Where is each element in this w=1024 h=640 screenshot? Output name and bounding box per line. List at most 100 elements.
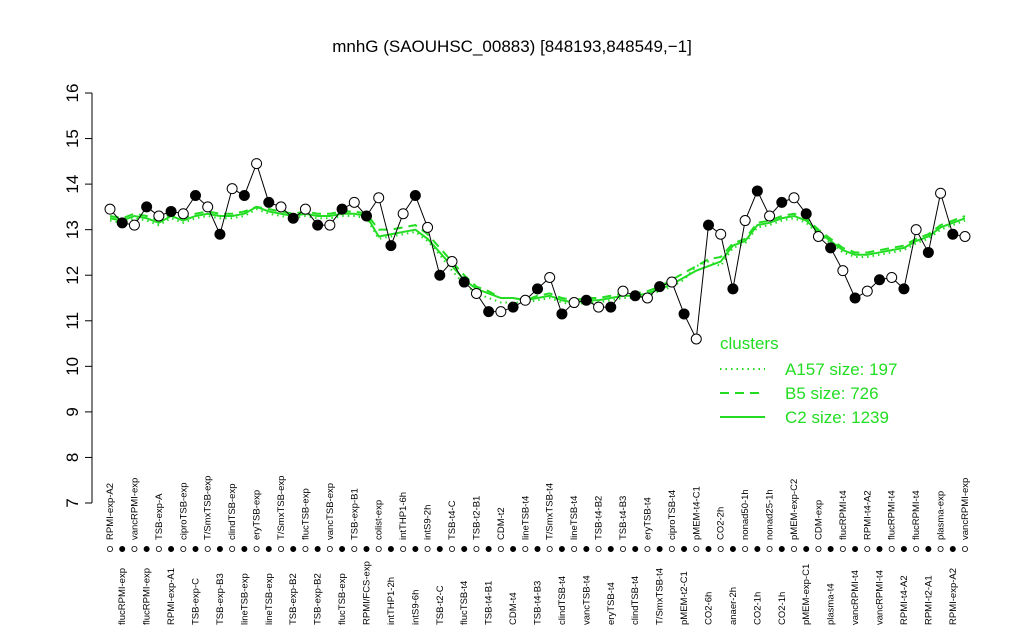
condition-dot (302, 546, 309, 553)
condition-label: RPMI-t4-A2 (899, 575, 910, 625)
y-tick-label: 14 (63, 175, 82, 194)
data-point (202, 201, 214, 213)
condition-dot (839, 546, 846, 553)
chart-title: mnhG (SAOUHSC_00883) [848193,848549,−1] (332, 37, 692, 56)
condition-label: CDM-t2 (496, 507, 507, 540)
condition-dot (962, 546, 969, 553)
y-tick-label: 15 (63, 129, 82, 148)
data-point (800, 208, 812, 220)
condition-label: flucRPMI-exp (142, 568, 153, 625)
condition-label: lineTSB-t4 (569, 496, 580, 540)
data-point (226, 183, 238, 195)
condition-dot (448, 546, 455, 553)
condition-label: TSB-exp-B2 (288, 573, 299, 625)
condition-dot (424, 546, 431, 553)
condition-dot (485, 546, 492, 553)
condition-dot (632, 546, 639, 553)
condition-dot (766, 546, 773, 553)
y-tick-label: 12 (63, 266, 82, 285)
condition-label: clindTSB-t4 (630, 576, 641, 625)
condition-dot (192, 546, 199, 553)
condition-label: vancRPMI-t4 (850, 570, 861, 625)
data-point (580, 294, 592, 306)
data-point (238, 190, 250, 201)
condition-dot (522, 546, 529, 553)
condition-dot (595, 546, 602, 553)
condition-label: CO2-6h (704, 592, 715, 625)
condition-label: flucRPMI-t4 (838, 490, 849, 540)
condition-label: TSB-t2-B1 (471, 496, 482, 540)
data-point (153, 210, 165, 222)
condition-label: flucRPMI-t4 (887, 490, 898, 540)
condition-dot (143, 546, 150, 553)
condition-label: flucTSB-exp (337, 573, 348, 625)
condition-dot (375, 546, 382, 553)
condition-label: clindTSB-t4 (557, 576, 568, 625)
y-tick-label: 13 (63, 220, 82, 239)
data-point (287, 212, 299, 224)
data-point (727, 283, 739, 295)
condition-label: CO2-1h (752, 592, 763, 625)
data-point (629, 290, 641, 302)
condition-dot (913, 546, 920, 553)
data-point (532, 283, 543, 295)
condition-label: CO2-2h (716, 507, 727, 540)
condition-dot (791, 546, 798, 553)
condition-label: nonad25-1h (765, 489, 776, 540)
condition-dot (717, 546, 724, 553)
condition-label: TSB-t4-B2 (594, 496, 605, 540)
data-point (409, 190, 421, 201)
data-point (251, 158, 263, 170)
condition-dot (290, 546, 297, 553)
condition-label: vancTSB-exp (325, 483, 336, 540)
y-tick-label: 9 (63, 407, 82, 416)
condition-label: TSB-t4-C (447, 500, 458, 540)
condition-dot (754, 546, 761, 553)
data-point (385, 240, 397, 252)
data-point (947, 228, 959, 240)
data-point (422, 221, 434, 233)
data-point (214, 228, 226, 240)
condition-label: RPMI-exp-A2 (105, 483, 116, 540)
condition-label: pMEM-exp-C2 (789, 479, 800, 540)
condition-label: lineTSB-exp (264, 573, 275, 625)
data-point (275, 201, 287, 213)
condition-dot (949, 546, 956, 553)
condition-dot (827, 546, 834, 553)
condition-label: RPMI-exp-A2 (948, 568, 959, 625)
condition-dot (803, 546, 810, 553)
data-point (849, 292, 861, 304)
condition-dot (155, 546, 162, 553)
condition-dot (461, 546, 468, 553)
condition-dot (265, 546, 272, 553)
condition-dot (400, 546, 407, 553)
data-point (605, 301, 617, 313)
condition-dot (644, 546, 651, 553)
data-point (299, 203, 311, 215)
data-point (165, 205, 177, 217)
data-point (678, 308, 690, 320)
data-point (959, 231, 971, 242)
condition-label: vancRPMI-exp (129, 478, 140, 540)
condition-dot (900, 546, 907, 553)
condition-label: plasma-exp (936, 491, 947, 540)
data-point (593, 301, 605, 313)
condition-label: TSB-exp-A (154, 493, 165, 540)
data-point (861, 285, 873, 297)
condition-label: TSB-t4-B1 (484, 581, 495, 625)
condition-label: CO2-1h (777, 592, 788, 625)
data-point (764, 210, 776, 222)
data-point (886, 272, 898, 283)
data-point (935, 187, 947, 199)
condition-dot (436, 546, 443, 553)
condition-label: TSB-exp-B3 (215, 573, 226, 625)
y-tick-label: 11 (63, 312, 82, 330)
data-point (397, 208, 409, 220)
condition-label: pMEM-t2-C1 (679, 571, 690, 625)
condition-label: TSB-t2-C (435, 585, 446, 625)
data-point (641, 292, 653, 304)
condition-dot (668, 546, 675, 553)
condition-dot (729, 546, 736, 553)
y-tick-label: 16 (63, 84, 82, 103)
